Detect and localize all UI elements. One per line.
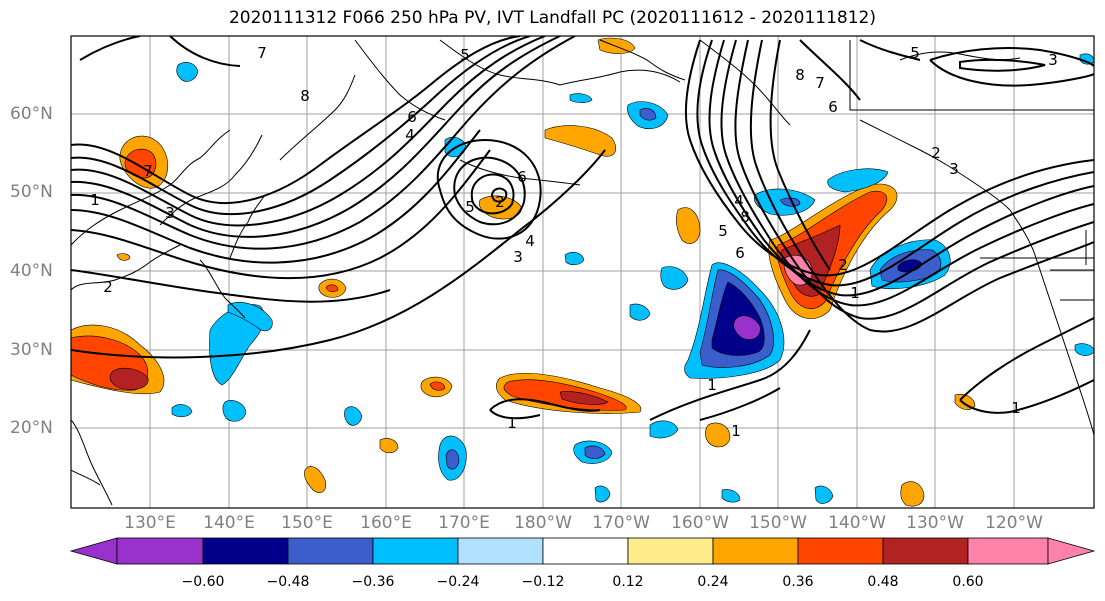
contour-label: 5	[910, 44, 920, 62]
contour-label: 7	[143, 162, 153, 180]
lat-label-50n: 50°N	[10, 182, 53, 202]
contour-label: 8	[740, 208, 750, 226]
colorbar-tick-label: 0.48	[867, 574, 899, 590]
contour-label: 3	[513, 248, 523, 266]
contour-label: 3	[949, 160, 959, 178]
colorbar-tick-label: 0.24	[697, 574, 729, 590]
ivt-pc-shading	[71, 37, 1094, 507]
contour-label: 4	[525, 232, 535, 250]
contour-label: 5	[465, 198, 475, 216]
contour-label: 8	[300, 87, 310, 105]
lon-label-180w: 180°W	[514, 513, 572, 533]
map-frame	[70, 35, 1095, 509]
contour-label: 7	[257, 44, 267, 62]
positive-anomaly-small-2	[544, 125, 616, 157]
lat-label-40n: 40°N	[10, 261, 53, 281]
contour-label: 1	[850, 284, 860, 302]
contour-label: 5	[460, 46, 470, 64]
lat-label-30n: 30°N	[10, 340, 53, 360]
contour-label: 1	[731, 422, 741, 440]
colorbar-bin	[202, 537, 289, 565]
contour-label: 6	[517, 168, 527, 186]
colorbar-tick-label: −0.60	[181, 574, 225, 590]
contour-label: 6	[407, 108, 417, 126]
lon-label-140w: 140°W	[828, 513, 886, 533]
colorbar-bin	[457, 537, 544, 565]
contour-label: 1	[707, 376, 717, 394]
lon-label-150w: 150°W	[749, 513, 807, 533]
colorbar	[69, 537, 1096, 565]
contour-label: 4	[734, 192, 744, 210]
colorbar-tick-label: 0.36	[782, 574, 814, 590]
contour-label: 1	[1011, 399, 1021, 417]
colorbar-tick-label: −0.48	[266, 574, 310, 590]
contour-label: 6	[828, 98, 838, 116]
colorbar-bin	[372, 537, 459, 565]
coastlines	[71, 39, 1094, 506]
lon-label-170w: 170°W	[592, 513, 650, 533]
colorbar-bin	[627, 537, 714, 565]
contour-label: 4	[405, 126, 415, 144]
positive-anomaly-small-5	[304, 466, 326, 493]
contour-label: 2	[495, 193, 505, 211]
colorbar-extend-high	[1047, 537, 1096, 565]
colorbar-extend-low	[69, 537, 118, 565]
lon-label-140e: 140°E	[203, 513, 255, 533]
contour-label: 5	[718, 222, 728, 240]
colorbar-tick-label: −0.24	[436, 574, 480, 590]
contour-label: 3	[1048, 51, 1058, 69]
negative-anomaly-purple	[733, 315, 761, 340]
lat-label-20n: 20°N	[10, 418, 53, 438]
colorbar-bin	[882, 537, 969, 565]
contour-label: 3	[165, 204, 175, 222]
colorbar-tick-label: −0.36	[351, 574, 395, 590]
contour-label: 2	[838, 256, 848, 274]
colorbar-bin	[712, 537, 799, 565]
contour-label: 7	[815, 74, 825, 92]
contour-label: 1	[507, 414, 517, 432]
lon-label-160e: 160°E	[360, 513, 412, 533]
graticule	[71, 36, 1094, 508]
lon-label-130e: 130°E	[124, 513, 176, 533]
map-title: 2020111312 F066 250 hPa PV, IVT Landfall…	[228, 8, 876, 28]
lon-label-160w: 160°W	[671, 513, 729, 533]
contour-label: 1	[90, 191, 100, 209]
colorbar-bin	[542, 537, 629, 565]
lat-label-60n: 60°N	[10, 104, 53, 124]
contour-label: 2	[103, 278, 113, 296]
colorbar-bin	[797, 537, 884, 565]
lon-label-130w: 130°W	[906, 513, 964, 533]
pv-contours	[71, 36, 1094, 421]
colorbar-tick-label: 0.60	[952, 574, 984, 590]
lon-label-150e: 150°E	[281, 513, 333, 533]
lon-label-170e: 170°E	[438, 513, 490, 533]
colorbar-bin	[116, 537, 204, 565]
colorbar-bin	[287, 537, 374, 565]
contour-label: 8	[795, 66, 805, 84]
colorbar-tick-label: −0.12	[521, 574, 565, 590]
colorbar-bin	[967, 537, 1049, 565]
contour-label: 2	[931, 144, 941, 162]
colorbar-tick-label: 0.12	[612, 574, 644, 590]
lon-label-120w: 120°W	[985, 513, 1043, 533]
contour-label: 6	[735, 244, 745, 262]
